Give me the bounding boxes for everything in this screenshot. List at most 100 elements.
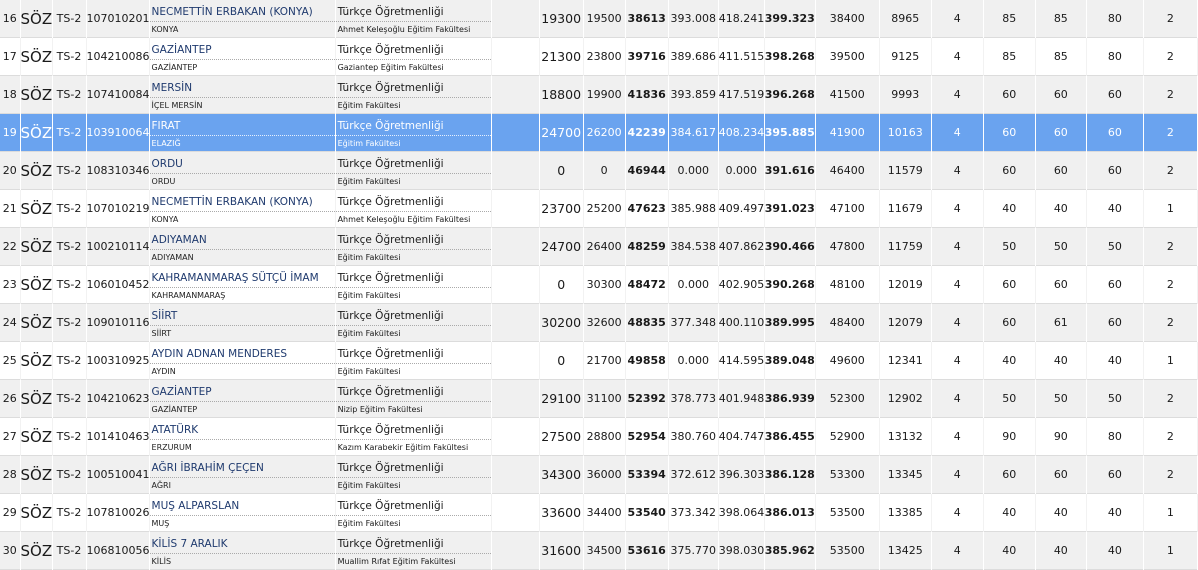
faculty-name: Ahmet Keleşoğlu Eğitim Fakültesi bbox=[337, 25, 471, 34]
placed-count-cell: 12902 bbox=[879, 379, 932, 418]
faculty-name: Ahmet Keleşoğlu Eğitim Fakültesi bbox=[337, 215, 471, 224]
rank-2020-cell: 36000 bbox=[583, 455, 626, 494]
rank-estimate-cell: 38400 bbox=[815, 0, 880, 38]
extra-quota-cell: 2 bbox=[1143, 379, 1198, 418]
score-2019-cell: 384.538 bbox=[668, 227, 719, 266]
quota-cell: 40 bbox=[983, 189, 1036, 228]
table-row[interactable]: 18 SÖZ TS-2 107410084 MERSİN İÇEL MERSİN… bbox=[0, 75, 1198, 114]
city-name: KAHRAMANMARAŞ bbox=[151, 291, 226, 300]
rank-2020-cell: 30300 bbox=[583, 265, 626, 304]
program-cell: Türkçe Öğretmenliği Eğitim Fakültesi bbox=[335, 151, 492, 190]
program-name: Türkçe Öğretmenliği bbox=[335, 79, 491, 98]
university-name[interactable]: NECMETTİN ERBAKAN (KONYA) bbox=[149, 193, 335, 212]
rank-2019-cell: 29100 bbox=[539, 379, 584, 418]
ts-cell: TS-2 bbox=[52, 37, 87, 76]
table-row[interactable]: 16 SÖZ TS-2 107010201 NECMETTİN ERBAKAN … bbox=[0, 0, 1198, 38]
table-row[interactable]: 26 SÖZ TS-2 104210623 GAZİANTEP GAZİANTE… bbox=[0, 379, 1198, 418]
table-row[interactable]: 17 SÖZ TS-2 104210086 GAZİANTEP GAZİANTE… bbox=[0, 37, 1198, 76]
program-code-cell[interactable]: 100310925 bbox=[86, 341, 150, 380]
university-name[interactable]: ATATÜRK bbox=[149, 421, 335, 440]
university-name[interactable]: ORDU bbox=[149, 155, 335, 174]
faculty-name: Eğitim Fakültesi bbox=[337, 367, 401, 376]
rank-estimate-cell: 48100 bbox=[815, 265, 880, 304]
rank-2021-cell: 48835 bbox=[625, 303, 669, 342]
program-code-cell[interactable]: 109010116 bbox=[86, 303, 150, 342]
rank-estimate-cell: 47800 bbox=[815, 227, 880, 266]
program-cell: Türkçe Öğretmenliği Eğitim Fakültesi bbox=[335, 227, 492, 266]
score-2020-cell: 396.303 bbox=[718, 455, 765, 494]
score-2021-cell: 390.268 bbox=[764, 265, 816, 304]
program-code-cell[interactable]: 106010452 bbox=[86, 265, 150, 304]
city-name: İÇEL MERSİN bbox=[151, 101, 203, 110]
ts-cell: TS-2 bbox=[52, 0, 87, 38]
university-name[interactable]: SİİRT bbox=[149, 307, 335, 326]
university-name[interactable]: MERSİN bbox=[149, 79, 335, 98]
rank-cell: 29 bbox=[0, 493, 21, 532]
table-row[interactable]: 19 SÖZ TS-2 103910064 FIRAT ELAZIĞ Türkç… bbox=[0, 113, 1198, 152]
program-code-cell[interactable]: 107410084 bbox=[86, 75, 150, 114]
table-row[interactable]: 25 SÖZ TS-2 100310925 AYDIN ADNAN MENDER… bbox=[0, 341, 1198, 380]
program-name: Türkçe Öğretmenliği bbox=[335, 117, 491, 136]
rank-2019-cell: 23700 bbox=[539, 189, 584, 228]
program-code-cell[interactable]: 107010201 bbox=[86, 0, 150, 38]
table-row[interactable]: 27 SÖZ TS-2 101410463 ATATÜRK ERZURUM Tü… bbox=[0, 417, 1198, 456]
university-name[interactable]: KAHRAMANMARAŞ SÜTÇÜ İMAM bbox=[149, 269, 335, 288]
quota-cell: 85 bbox=[983, 0, 1036, 38]
score-2019-cell: 377.348 bbox=[668, 303, 719, 342]
city-name: ORDU bbox=[151, 177, 176, 186]
university-cell: GAZİANTEP GAZİANTEP bbox=[149, 379, 336, 418]
placed-cell: 50 bbox=[1035, 379, 1087, 418]
university-name[interactable]: NECMETTİN ERBAKAN (KONYA) bbox=[149, 3, 335, 22]
table-row[interactable]: 20 SÖZ TS-2 108310346 ORDU ORDU Türkçe Ö… bbox=[0, 151, 1198, 190]
program-code-cell[interactable]: 107810026 bbox=[86, 493, 150, 532]
university-name[interactable]: KİLİS 7 ARALIK bbox=[149, 535, 335, 554]
program-code-cell[interactable]: 108310346 bbox=[86, 151, 150, 190]
quota-cell: 50 bbox=[983, 227, 1036, 266]
score-2019-cell: 0.000 bbox=[668, 265, 719, 304]
rank-estimate-cell: 39500 bbox=[815, 37, 880, 76]
rank-estimate-cell: 53500 bbox=[815, 531, 880, 570]
program-code-cell[interactable]: 104210623 bbox=[86, 379, 150, 418]
program-code-cell[interactable]: 107010219 bbox=[86, 189, 150, 228]
placed-count-cell: 9125 bbox=[879, 37, 932, 76]
table-row[interactable]: 22 SÖZ TS-2 100210114 ADIYAMAN ADIYAMAN … bbox=[0, 227, 1198, 266]
table-row[interactable]: 30 SÖZ TS-2 106810056 KİLİS 7 ARALIK KİL… bbox=[0, 531, 1198, 570]
university-name[interactable]: MUŞ ALPARSLAN bbox=[149, 497, 335, 516]
placed-count-cell: 13385 bbox=[879, 493, 932, 532]
university-name[interactable]: GAZİANTEP bbox=[149, 383, 335, 402]
program-code-cell[interactable]: 103910064 bbox=[86, 113, 150, 152]
city-name: KİLİS bbox=[151, 557, 172, 566]
rank-2019-cell: 24700 bbox=[539, 227, 584, 266]
table-row[interactable]: 24 SÖZ TS-2 109010116 SİİRT SİİRT Türkçe… bbox=[0, 303, 1198, 342]
quota-cell: 85 bbox=[983, 37, 1036, 76]
table-row[interactable]: 29 SÖZ TS-2 107810026 MUŞ ALPARSLAN MUŞ … bbox=[0, 493, 1198, 532]
table-row[interactable]: 21 SÖZ TS-2 107010219 NECMETTİN ERBAKAN … bbox=[0, 189, 1198, 228]
university-name[interactable]: FIRAT bbox=[149, 117, 335, 136]
rank-2021-cell: 39716 bbox=[625, 37, 669, 76]
score-2019-cell: 385.988 bbox=[668, 189, 719, 228]
rank-2021-cell: 53540 bbox=[625, 493, 669, 532]
score-type-cell: SÖZ bbox=[20, 341, 53, 380]
quota-prev-cell: 60 bbox=[1086, 265, 1144, 304]
duration-cell: 4 bbox=[931, 455, 984, 494]
score-2019-cell: 373.342 bbox=[668, 493, 719, 532]
quota-prev-cell: 60 bbox=[1086, 75, 1144, 114]
faculty-name: Eğitim Fakültesi bbox=[337, 139, 401, 148]
rank-estimate-cell: 46400 bbox=[815, 151, 880, 190]
score-2021-cell: 386.939 bbox=[764, 379, 816, 418]
program-code-cell[interactable]: 104210086 bbox=[86, 37, 150, 76]
university-name[interactable]: AĞRI İBRAHİM ÇEÇEN bbox=[149, 459, 335, 478]
program-code-cell[interactable]: 100210114 bbox=[86, 227, 150, 266]
university-name[interactable]: GAZİANTEP bbox=[149, 41, 335, 60]
university-name[interactable]: AYDIN ADNAN MENDERES bbox=[149, 345, 335, 364]
program-name: Türkçe Öğretmenliği bbox=[335, 155, 491, 174]
table-row[interactable]: 23 SÖZ TS-2 106010452 KAHRAMANMARAŞ SÜTÇ… bbox=[0, 265, 1198, 304]
program-code-cell[interactable]: 106810056 bbox=[86, 531, 150, 570]
placed-cell: 60 bbox=[1035, 75, 1087, 114]
table-row[interactable]: 28 SÖZ TS-2 100510041 AĞRI İBRAHİM ÇEÇEN… bbox=[0, 455, 1198, 494]
university-name[interactable]: ADIYAMAN bbox=[149, 231, 335, 250]
program-code-cell[interactable]: 101410463 bbox=[86, 417, 150, 456]
program-code-cell[interactable]: 100510041 bbox=[86, 455, 150, 494]
university-cell: GAZİANTEP GAZİANTEP bbox=[149, 37, 336, 76]
